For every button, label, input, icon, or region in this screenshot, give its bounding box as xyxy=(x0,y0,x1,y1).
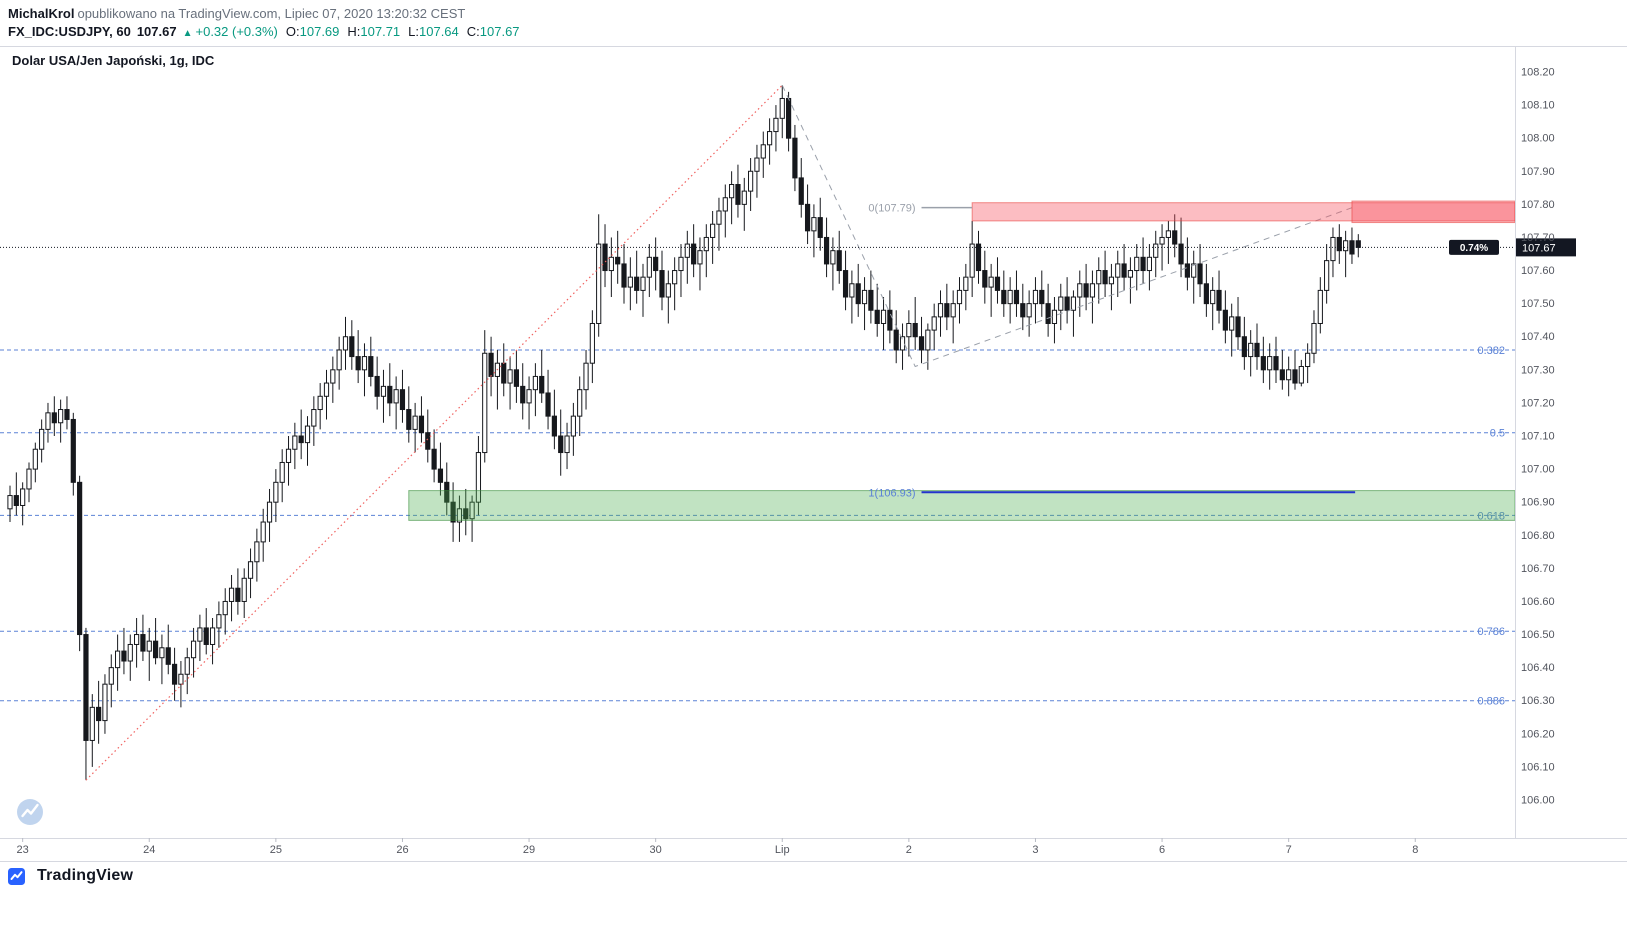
tradingview-logo-icon xyxy=(8,867,25,885)
open-label: O: xyxy=(285,24,300,39)
svg-text:108.00: 108.00 xyxy=(1521,133,1555,145)
support-zone-green xyxy=(408,490,1516,521)
svg-text:106.90: 106.90 xyxy=(1521,497,1555,509)
publication-header: MichalKrol opublikowano na TradingView.co… xyxy=(0,0,1627,46)
high-value: 107.71 xyxy=(360,24,401,39)
open-value: 107.69 xyxy=(299,24,340,39)
svg-text:108.10: 108.10 xyxy=(1521,100,1555,112)
symbol-interval: FX_IDC:USDJPY, 60 xyxy=(8,24,131,39)
svg-text:1(106.93): 1(106.93) xyxy=(868,487,915,499)
svg-text:24: 24 xyxy=(143,844,155,856)
low-label: L: xyxy=(408,24,419,39)
svg-text:107.30: 107.30 xyxy=(1521,364,1555,376)
svg-text:30: 30 xyxy=(650,844,662,856)
svg-text:106.50: 106.50 xyxy=(1521,629,1555,641)
svg-text:107.10: 107.10 xyxy=(1521,431,1555,443)
symbol-status-line: FX_IDC:USDJPY, 60 107.67 ▲ +0.32 (+0.3%) O:1… xyxy=(8,23,1627,43)
svg-text:23: 23 xyxy=(17,844,29,856)
close-value: 107.67 xyxy=(479,24,520,39)
tradingview-watermark-icon xyxy=(17,799,43,825)
low-value: 107.64 xyxy=(419,24,459,39)
svg-text:3: 3 xyxy=(1032,844,1038,856)
time-axis-labels: 232425262930Lip23678 xyxy=(17,838,1418,856)
svg-text:106.20: 106.20 xyxy=(1521,728,1555,740)
published-info: opublikowano na TradingView.com, Lipiec … xyxy=(77,6,466,21)
svg-text:0.5: 0.5 xyxy=(1490,428,1505,440)
change-percent-badge xyxy=(1449,239,1499,255)
price-axis-labels: 108.20108.10108.00107.90107.80107.70107.… xyxy=(1521,67,1555,807)
brand-name: TradingView xyxy=(37,867,134,884)
svg-text:106.10: 106.10 xyxy=(1521,761,1555,773)
svg-text:107.60: 107.60 xyxy=(1521,265,1555,277)
svg-text:107.67: 107.67 xyxy=(1522,242,1556,254)
svg-text:106.30: 106.30 xyxy=(1521,695,1555,707)
svg-text:26: 26 xyxy=(396,844,408,856)
svg-text:Lip: Lip xyxy=(775,844,790,856)
svg-text:2: 2 xyxy=(906,844,912,856)
svg-text:108.20: 108.20 xyxy=(1521,67,1555,79)
svg-text:106.60: 106.60 xyxy=(1521,596,1555,608)
publication-info-line: MichalKrol opublikowano na TradingView.co… xyxy=(8,5,1627,22)
svg-text:107.80: 107.80 xyxy=(1521,199,1555,211)
svg-text:107.50: 107.50 xyxy=(1521,298,1555,310)
chart-canvas[interactable]: 0.382 0.5 0.618 0.786 0.886 0(107.79) 1(106.93… xyxy=(0,46,1627,862)
svg-text:106.70: 106.70 xyxy=(1521,563,1555,575)
candlestick-series xyxy=(7,85,1361,781)
svg-text:7: 7 xyxy=(1286,844,1292,856)
svg-text:6: 6 xyxy=(1159,844,1165,856)
svg-text:8: 8 xyxy=(1412,844,1418,856)
price-axis[interactable] xyxy=(1515,46,1627,838)
svg-text:0.74%: 0.74% xyxy=(1460,243,1488,254)
up-arrow-icon: ▲ xyxy=(182,28,193,39)
footer-brand-link[interactable]: TradingView xyxy=(8,867,133,885)
svg-text:0.786: 0.786 xyxy=(1477,626,1505,638)
svg-text:106.40: 106.40 xyxy=(1521,662,1555,674)
gray-dashed-projection xyxy=(781,85,1353,368)
fib-retracement-levels: 0.382 0.5 0.618 0.786 0.886 xyxy=(0,345,1515,708)
svg-text:107.40: 107.40 xyxy=(1521,331,1555,343)
author-name[interactable]: MichalKrol xyxy=(8,6,75,21)
svg-text:107.00: 107.00 xyxy=(1521,464,1555,476)
svg-text:106.80: 106.80 xyxy=(1521,530,1555,542)
svg-text:0.886: 0.886 xyxy=(1477,696,1505,708)
svg-text:25: 25 xyxy=(270,844,282,856)
red-dotted-trendline xyxy=(85,84,783,781)
svg-text:107.70: 107.70 xyxy=(1521,232,1555,244)
resistance-zone-red-right xyxy=(1351,200,1516,224)
time-axis[interactable] xyxy=(0,838,1627,862)
price-change: +0.32 (+0.3%) xyxy=(195,24,278,39)
svg-text:107.20: 107.20 xyxy=(1521,397,1555,409)
svg-text:0(107.79): 0(107.79) xyxy=(868,203,915,215)
high-label: H: xyxy=(347,24,361,39)
svg-text:0.618: 0.618 xyxy=(1477,510,1505,522)
last-price-axis-label xyxy=(1516,238,1576,257)
svg-text:29: 29 xyxy=(523,844,535,856)
svg-text:107.90: 107.90 xyxy=(1521,166,1555,178)
svg-text:0.382: 0.382 xyxy=(1477,345,1505,357)
svg-text:106.00: 106.00 xyxy=(1521,795,1555,807)
header-last-price: 107.67 xyxy=(136,24,177,39)
close-label: C: xyxy=(466,24,480,39)
